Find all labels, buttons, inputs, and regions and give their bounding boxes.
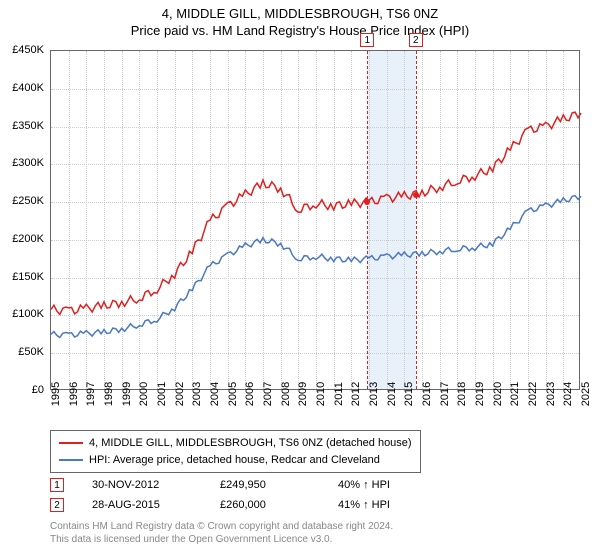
x-tick-label: 2001 bbox=[156, 382, 168, 406]
x-tick-label: 2015 bbox=[403, 382, 415, 406]
x-tick-label: 2011 bbox=[333, 382, 345, 406]
y-tick-label: £150K bbox=[12, 271, 44, 283]
y-tick-label: £300K bbox=[12, 157, 44, 169]
y-tick-label: £450K bbox=[12, 44, 44, 56]
x-tick-label: 2006 bbox=[244, 382, 256, 406]
chart-area: 12 £0£50K£100K£150K£200K£250K£300K£350K£… bbox=[50, 50, 580, 390]
footer-note: Contains HM Land Registry data © Crown c… bbox=[50, 520, 393, 546]
x-tick-label: 2003 bbox=[191, 382, 203, 406]
series-hpi bbox=[51, 196, 581, 338]
sales-price-1: £249,950 bbox=[220, 479, 330, 491]
x-tick-label: 2000 bbox=[138, 382, 150, 406]
y-tick-label: £50K bbox=[18, 346, 44, 358]
x-tick-label: 1999 bbox=[121, 382, 133, 406]
x-tick-label: 2018 bbox=[456, 382, 468, 406]
y-tick-label: £400K bbox=[12, 82, 44, 94]
legend-swatch-hpi bbox=[59, 459, 83, 461]
legend-row-hpi: HPI: Average price, detached house, Redc… bbox=[59, 452, 412, 469]
x-tick-label: 2020 bbox=[492, 382, 504, 406]
y-tick-label: £250K bbox=[12, 195, 44, 207]
sales-price-2: £260,000 bbox=[220, 499, 330, 511]
chart-container: 4, MIDDLE GILL, MIDDLESBROUGH, TS6 0NZ P… bbox=[0, 0, 600, 560]
sales-date-2: 28-AUG-2015 bbox=[92, 499, 212, 511]
legend-label-hpi: HPI: Average price, detached house, Redc… bbox=[89, 452, 380, 469]
footer-line-2: This data is licensed under the Open Gov… bbox=[50, 533, 393, 546]
sales-date-1: 30-NOV-2012 bbox=[92, 479, 212, 491]
sales-row-1: 1 30-NOV-2012 £249,950 40% ↑ HPI bbox=[50, 475, 448, 495]
x-tick-label: 2025 bbox=[580, 382, 592, 406]
series-lines bbox=[51, 51, 581, 391]
x-tick-label: 2019 bbox=[474, 382, 486, 406]
x-tick-label: 2013 bbox=[368, 382, 380, 406]
x-tick-label: 2021 bbox=[509, 382, 521, 406]
x-tick-label: 2007 bbox=[262, 382, 274, 406]
x-tick-label: 2010 bbox=[315, 382, 327, 406]
x-tick-label: 2024 bbox=[562, 382, 574, 406]
sales-table: 1 30-NOV-2012 £249,950 40% ↑ HPI 2 28-AU… bbox=[50, 475, 448, 515]
legend-swatch-property bbox=[59, 442, 83, 444]
y-tick-label: £350K bbox=[12, 120, 44, 132]
x-tick-label: 2022 bbox=[527, 382, 539, 406]
legend-label-property: 4, MIDDLE GILL, MIDDLESBROUGH, TS6 0NZ (… bbox=[89, 435, 412, 452]
x-tick-label: 1998 bbox=[103, 382, 115, 406]
y-tick-label: £200K bbox=[12, 233, 44, 245]
x-tick-label: 1995 bbox=[50, 382, 62, 406]
x-tick-label: 2004 bbox=[209, 382, 221, 406]
x-tick-label: 1996 bbox=[68, 382, 80, 406]
sale-marker-box: 1 bbox=[360, 33, 374, 47]
footer-line-1: Contains HM Land Registry data © Crown c… bbox=[50, 520, 393, 533]
x-tick-label: 2008 bbox=[280, 382, 292, 406]
x-tick-label: 2012 bbox=[350, 382, 362, 406]
title-line-1: 4, MIDDLE GILL, MIDDLESBROUGH, TS6 0NZ bbox=[0, 6, 600, 23]
sale-marker-box: 2 bbox=[409, 33, 423, 47]
sales-marker-2: 2 bbox=[50, 498, 64, 512]
sales-row-2: 2 28-AUG-2015 £260,000 41% ↑ HPI bbox=[50, 495, 448, 515]
x-tick-label: 1997 bbox=[85, 382, 97, 406]
x-tick-label: 2002 bbox=[174, 382, 186, 406]
legend: 4, MIDDLE GILL, MIDDLESBROUGH, TS6 0NZ (… bbox=[50, 430, 421, 473]
x-tick-label: 2009 bbox=[297, 382, 309, 406]
x-tick-label: 2016 bbox=[421, 382, 433, 406]
sales-marker-1: 1 bbox=[50, 478, 64, 492]
series-property bbox=[51, 112, 581, 314]
plot-area: 12 bbox=[50, 50, 580, 390]
y-tick-label: £100K bbox=[12, 308, 44, 320]
x-tick-label: 2005 bbox=[227, 382, 239, 406]
sales-pct-2: 41% ↑ HPI bbox=[338, 499, 448, 511]
title-block: 4, MIDDLE GILL, MIDDLESBROUGH, TS6 0NZ P… bbox=[0, 0, 600, 40]
x-tick-label: 2023 bbox=[545, 382, 557, 406]
y-tick-label: £0 bbox=[32, 384, 44, 396]
x-tick-label: 2014 bbox=[386, 382, 398, 406]
x-tick-label: 2017 bbox=[439, 382, 451, 406]
sales-pct-1: 40% ↑ HPI bbox=[338, 479, 448, 491]
legend-row-property: 4, MIDDLE GILL, MIDDLESBROUGH, TS6 0NZ (… bbox=[59, 435, 412, 452]
title-line-2: Price paid vs. HM Land Registry's House … bbox=[0, 23, 600, 40]
